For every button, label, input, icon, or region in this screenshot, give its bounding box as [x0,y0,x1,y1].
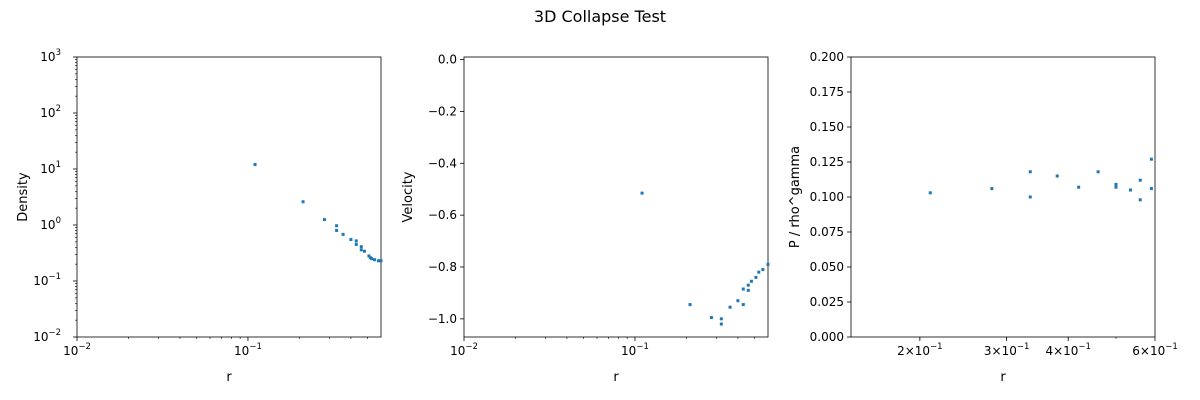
y-tick-label: 103 [40,48,61,64]
data-point [728,305,732,309]
data-point [1128,188,1132,192]
data-point [1096,170,1100,174]
x-axis-label: r [613,370,619,385]
y-tick-label: 10−2 [33,328,61,344]
data-point [335,228,339,232]
y-tick-label: 0.000 [810,330,844,344]
y-tick-label: −0.2 [428,104,457,118]
data-point [741,287,745,291]
data-point [362,249,366,253]
y-axis-label: Velocity [401,171,416,222]
data-point [379,259,383,263]
y-tick-label: −1.0 [428,312,457,326]
y-axis-label: P / rho^gamma [788,146,803,248]
data-point [1055,174,1059,178]
y-tick-label: 0.100 [810,190,844,204]
data-point [354,242,358,246]
data-point [1077,185,1081,189]
x-tick-label: 10−1 [234,342,262,358]
y-tick-label: 0.125 [810,155,844,169]
x-tick-label: 2×10−1 [897,342,943,358]
data-point [761,268,765,272]
data-point [1149,157,1153,161]
data-point [1028,195,1032,199]
chart-panel-1: 10−2 10−1 10−2 10−1 100 101 102 103 r Density [16,48,383,385]
y-tick-label: 10−1 [33,272,61,288]
axes-frame [76,56,382,338]
axes-frame [463,56,769,338]
data-point [354,239,358,243]
y-tick-label: −0.6 [428,208,457,222]
data-point [373,258,377,262]
y-tick-label: 100 [40,216,61,232]
y-tick-label: 0.0 [438,53,457,67]
data-point [757,270,761,274]
y-tick-label: 101 [40,160,61,176]
data-point [741,303,745,307]
data-point [736,299,740,303]
data-point [688,303,692,307]
data-point [719,322,723,326]
data-point [719,317,723,321]
axes-frame [850,56,1156,338]
data-point [990,187,994,191]
data-point [749,279,753,283]
data-point [928,191,932,195]
y-tick-label: 0.025 [810,295,844,309]
figure-title: 3D Collapse Test [534,7,666,26]
x-tick-label: 10−1 [621,342,649,358]
y-tick-label: 0.050 [810,260,844,274]
data-point [253,163,257,167]
data-point [754,275,758,279]
x-tick-label: 4×10−1 [1045,342,1091,358]
data-point [1114,185,1118,189]
data-point [1138,198,1142,202]
x-tick-label: 10−2 [450,342,478,358]
y-tick-label: −0.8 [428,260,457,274]
data-point [370,257,374,261]
data-point [341,232,345,236]
data-point [1114,182,1118,186]
data-point [746,283,750,287]
data-point [322,218,326,222]
data-point [376,259,380,263]
data-point [359,248,363,252]
y-tick-label: −0.4 [428,156,457,170]
data-point [335,224,339,228]
data-point [1149,187,1153,191]
data-point [640,191,644,195]
data-point [359,245,363,249]
y-tick-label: 102 [40,104,61,120]
x-tick-label: 6×10−1 [1132,342,1178,358]
x-axis-label: r [226,370,232,385]
chart-panel-2: 10−2 10−1 0.0 −0.2 −0.4 −0.6 −0.8 −1.0 r Velocity [401,53,770,385]
data-point [1028,170,1032,174]
y-tick-label: 0.175 [810,85,844,99]
x-tick-label: 10−2 [63,342,91,358]
x-tick-label: 3×10−1 [984,342,1030,358]
x-axis-label: r [1000,370,1006,385]
y-tick-label: 0.200 [810,50,844,64]
data-point [301,200,305,204]
chart-panel-3: 2×10−1 3×10−1 4×10−1 6×10−1 0.000 0.025 0.050 0… [788,50,1178,385]
data-point [746,288,750,292]
data-point [709,316,713,320]
data-point [1138,178,1142,182]
y-tick-label: 0.150 [810,120,844,134]
y-axis-label: Density [16,172,31,222]
data-point [766,262,770,266]
data-point [349,238,353,242]
data-point [367,254,371,258]
y-tick-label: 0.075 [810,225,844,239]
